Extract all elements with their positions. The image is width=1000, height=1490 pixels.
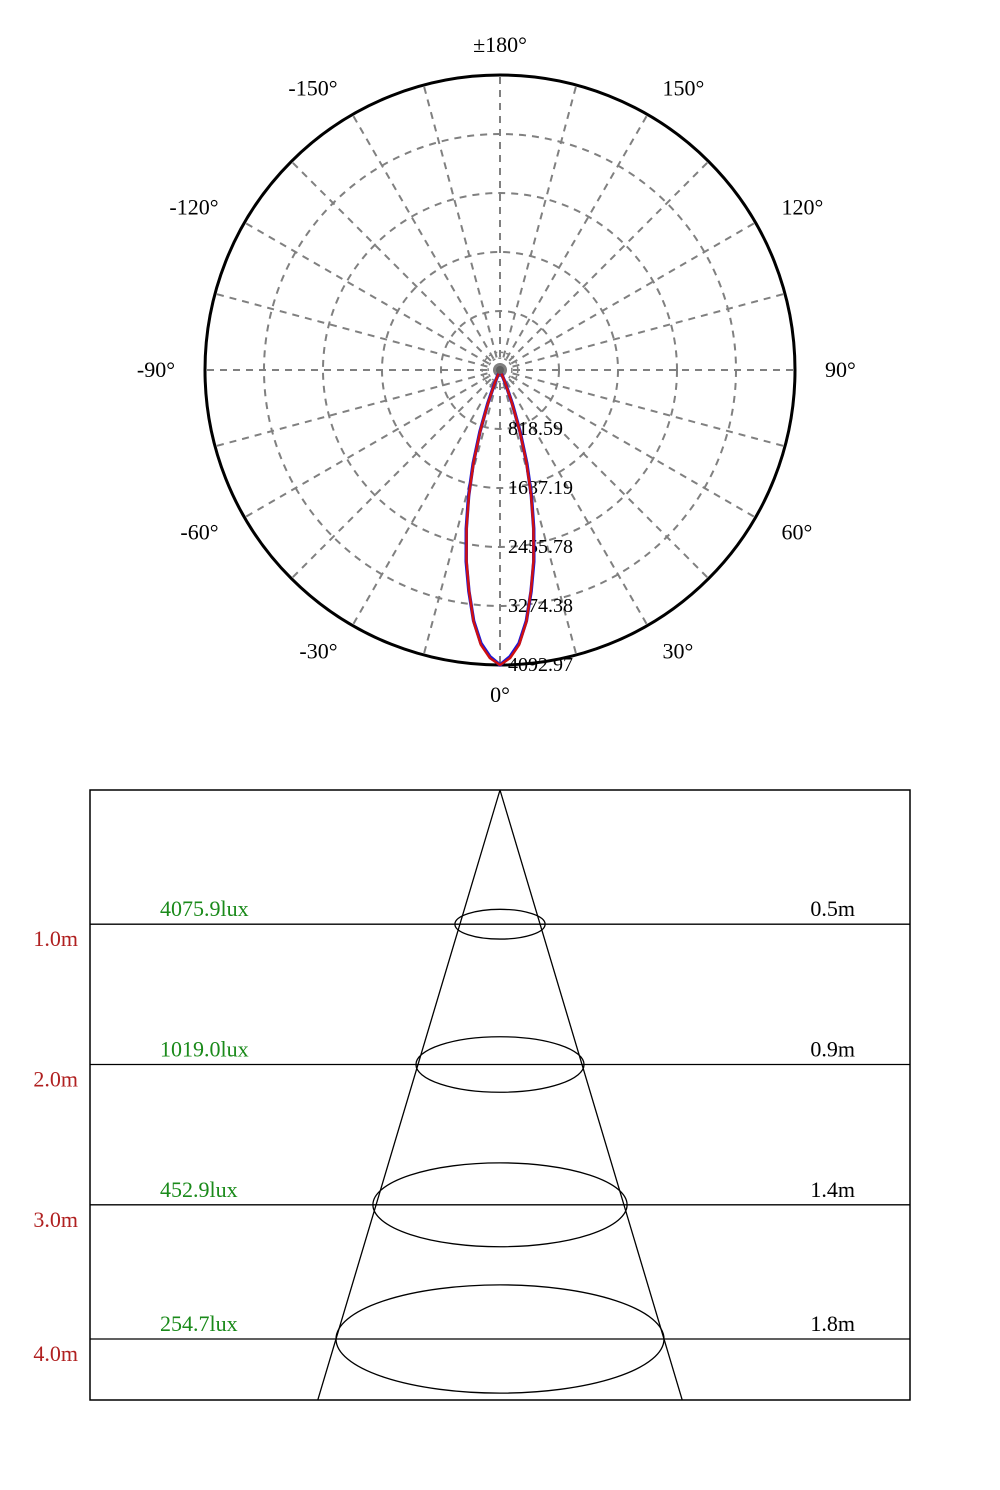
svg-text:30°: 30° [663,638,694,663]
svg-text:1.8m: 1.8m [810,1311,855,1336]
svg-text:2.0m: 2.0m [33,1067,78,1092]
cone-chart: 4075.9lux 0.5m 1.0m 1019.0lux 0.9m 2.0m 452.9l… [0,760,1000,1490]
svg-text:150°: 150° [663,76,705,101]
svg-text:452.9lux: 452.9lux [160,1177,238,1202]
svg-text:4.0m: 4.0m [33,1341,78,1366]
svg-text:-60°: -60° [180,520,218,545]
svg-text:-90°: -90° [137,357,175,382]
svg-text:3274.38: 3274.38 [508,595,573,617]
svg-text:-30°: -30° [299,638,337,663]
svg-text:90°: 90° [825,357,856,382]
svg-text:120°: 120° [781,195,823,220]
svg-text:0.5m: 0.5m [810,896,855,921]
svg-text:3.0m: 3.0m [33,1207,78,1232]
svg-text:1637.19: 1637.19 [508,477,573,499]
svg-text:0°: 0° [490,682,510,707]
svg-text:1.4m: 1.4m [810,1177,855,1202]
svg-text:0.9m: 0.9m [810,1037,855,1062]
svg-text:254.7lux: 254.7lux [160,1311,238,1336]
polar-chart: 90° 60° 30° 0° -30° -60° -90° -120° -150° ±180° 15… [0,0,1000,760]
svg-text:60°: 60° [781,520,812,545]
svg-text:2455.78: 2455.78 [508,536,573,558]
svg-text:4092.97: 4092.97 [508,654,573,676]
svg-text:-120°: -120° [169,195,218,220]
svg-text:1019.0lux: 1019.0lux [160,1037,249,1062]
svg-text:4075.9lux: 4075.9lux [160,896,249,921]
svg-text:±180°: ±180° [473,32,527,57]
svg-text:1.0m: 1.0m [33,926,78,951]
svg-text:-150°: -150° [288,76,337,101]
